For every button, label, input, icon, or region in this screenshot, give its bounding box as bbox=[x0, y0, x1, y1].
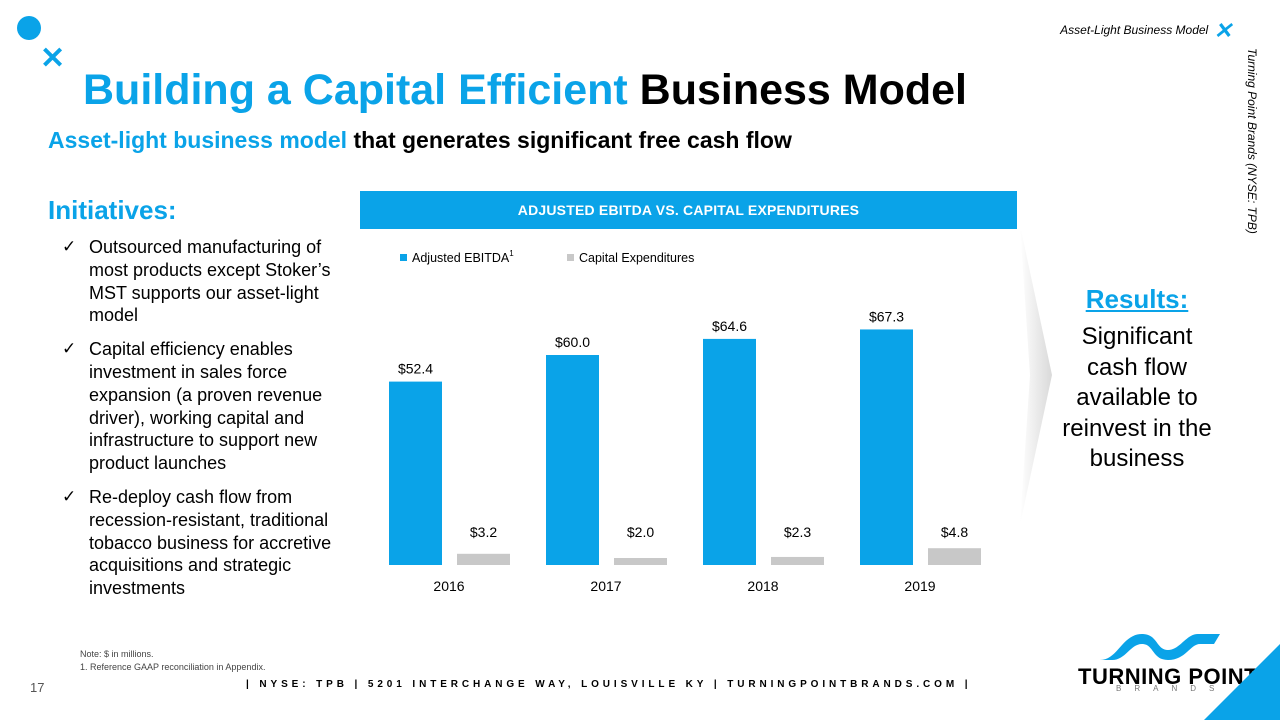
ebitda-label-2018: $64.6 bbox=[712, 318, 747, 334]
subtitle-blue: Asset-light business model bbox=[48, 127, 348, 153]
initiatives-list: ✓ Outsourced manufacturing of most produc… bbox=[62, 236, 352, 611]
page-number: 17 bbox=[30, 680, 45, 695]
capex-label-2018: $2.3 bbox=[784, 524, 811, 540]
capex-bar-2017 bbox=[614, 558, 667, 565]
page-title-blue: Building a Capital Efficient bbox=[83, 66, 628, 114]
initiatives-heading: Initiatives: bbox=[48, 195, 177, 225]
company-logo-mark-icon bbox=[1100, 634, 1220, 660]
legend-label-capex: Capital Expenditures bbox=[579, 251, 694, 265]
initiative-item: ✓ Capital efficiency enables investment i… bbox=[62, 338, 352, 475]
capex-bar-2019 bbox=[928, 548, 981, 565]
capex-bar-2018 bbox=[771, 556, 824, 565]
initiative-text: Capital efficiency enables investment in… bbox=[89, 339, 323, 474]
check-icon: ✓ bbox=[62, 486, 77, 506]
subtitle-black: that generates significant free cash flo… bbox=[353, 127, 792, 153]
ebitda-bar-2019 bbox=[860, 329, 913, 565]
chart-title: ADJUSTED EBITDA VS. CAPITAL EXPENDITURES bbox=[360, 191, 1017, 229]
capex-label-2019: $4.8 bbox=[941, 524, 968, 540]
initiative-text: Re-deploy cash flow from recession-resis… bbox=[89, 486, 332, 599]
chevron-arrow-icon bbox=[1020, 225, 1052, 525]
capex-label-2017: $2.0 bbox=[627, 524, 654, 540]
ebitda-bar-2016 bbox=[389, 381, 442, 565]
x-tick-label-2017: 2017 bbox=[590, 578, 621, 594]
ebitda-bar-2017 bbox=[546, 355, 599, 565]
company-logo-sub: BRANDS bbox=[1116, 684, 1228, 693]
legend-swatch-ebitda bbox=[400, 254, 407, 261]
ebitda-bar-2018 bbox=[703, 338, 756, 565]
capex-label-2016: $3.2 bbox=[470, 524, 497, 540]
x-mark-icon: ✕ bbox=[1213, 18, 1232, 43]
x-mark-icon: ✕ bbox=[40, 42, 66, 75]
page-title-black: Business Model bbox=[639, 66, 968, 114]
corner-triangle-icon bbox=[1204, 644, 1280, 720]
footnotes: Note: $ in millions. 1. Reference GAAP r… bbox=[80, 648, 265, 674]
vertical-company-tag: Turning Point Brands (NYSE: TPB) bbox=[1245, 48, 1259, 234]
x-tick-label-2016: 2016 bbox=[433, 578, 464, 594]
initiative-item: ✓ Re-deploy cash flow from recession-resi… bbox=[62, 486, 352, 600]
legend-label-ebitda: Adjusted EBITDA1 bbox=[412, 249, 514, 265]
initiative-item: ✓ Outsourced manufacturing of most produc… bbox=[62, 236, 352, 327]
section-tag: Asset-Light Business Model ✕ bbox=[1060, 18, 1232, 43]
capex-bar-2016 bbox=[457, 553, 510, 565]
results-heading: Results: bbox=[1085, 284, 1189, 314]
footer-contact: | NYSE: TPB | 5201 INTERCHANGE WAY, LOUI… bbox=[246, 679, 972, 690]
x-tick-label-2019: 2019 bbox=[904, 578, 935, 594]
ebitda-label-2019: $67.3 bbox=[869, 308, 904, 324]
page-subtitle: Asset-light business model that generate… bbox=[48, 127, 792, 154]
check-icon: ✓ bbox=[62, 237, 77, 256]
legend-swatch-capex bbox=[567, 254, 574, 261]
chart-legend: Adjusted EBITDA1 Capital Expenditures bbox=[400, 249, 694, 265]
ebitda-label-2017: $60.0 bbox=[555, 334, 590, 350]
x-tick-label-2018: 2018 bbox=[747, 578, 778, 594]
page-title: Building a Capital Efficient Business Mo… bbox=[83, 66, 967, 115]
ebitda-capex-chart: Adjusted EBITDA1 Capital Expenditures $5… bbox=[389, 249, 981, 594]
note-line: 1. Reference GAAP reconciliation in Appe… bbox=[80, 662, 266, 672]
check-icon: ✓ bbox=[62, 339, 77, 359]
results-text: Significant cash flow available to reinv… bbox=[1062, 323, 1212, 472]
chart-bars: $52.4 $3.2 2016 $60.0 $2.0 2017 $64.6 $2.3 2018 $… bbox=[389, 308, 981, 594]
initiative-text: Outsourced manufacturing of most product… bbox=[89, 237, 331, 326]
note-line: Note: $ in millions. bbox=[80, 649, 154, 659]
ebitda-label-2016: $52.4 bbox=[398, 361, 433, 377]
blue-dot-icon bbox=[17, 16, 41, 40]
